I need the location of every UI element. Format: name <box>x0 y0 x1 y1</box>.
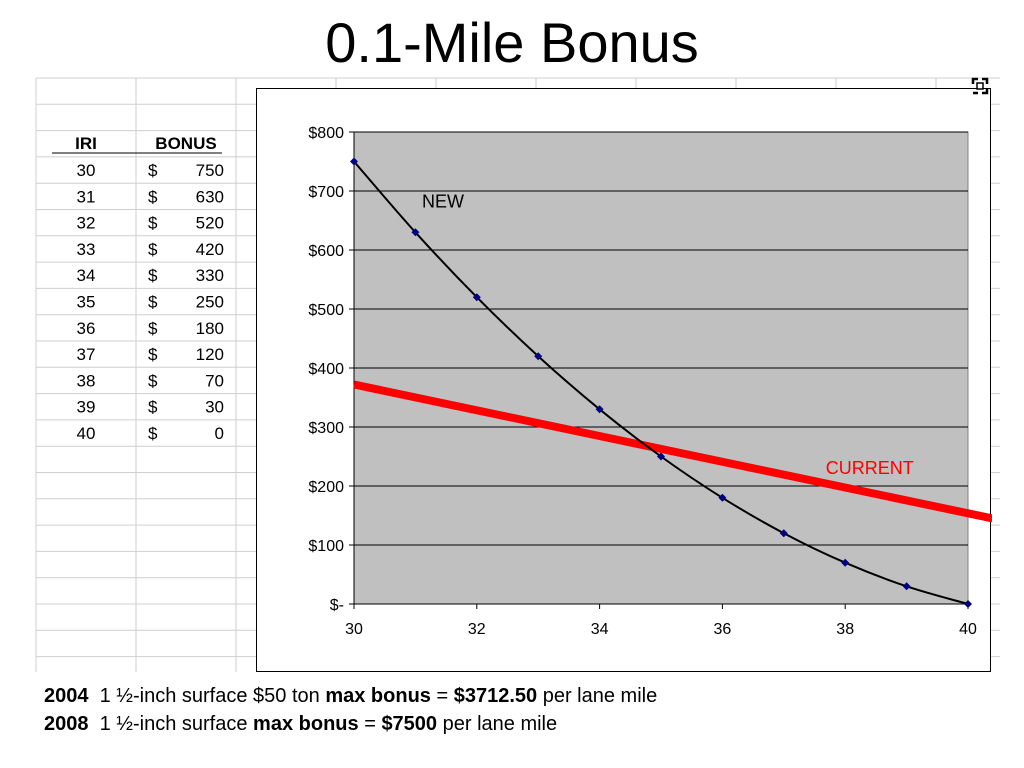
table-cell-iri: 32 <box>77 214 96 233</box>
table-cell-iri: 33 <box>77 240 96 259</box>
table-cell-bonus: 630 <box>196 187 224 206</box>
table-cell-currency: $ <box>148 161 158 180</box>
x-tick-label: 30 <box>345 621 363 638</box>
table-cell-currency: $ <box>148 371 158 390</box>
y-tick-label: $600 <box>308 243 344 260</box>
footer-bold: $7500 <box>381 713 438 735</box>
chart-object[interactable]: $- $100 $200 $300 $400 $500 $600 $700 $800 30 32 34… <box>256 88 992 672</box>
bonus-table: IRI BONUS 30 $750 31 $630 32 $520 33 $420 34 $330 35… <box>52 134 224 443</box>
table-cell-iri: 37 <box>77 345 96 364</box>
resize-handle-icon[interactable] <box>970 76 990 96</box>
table-cell-bonus: 250 <box>196 293 224 312</box>
footer-text: 1 ½-inch surface $50 ton <box>99 685 320 707</box>
table-cell-iri: 31 <box>77 187 96 206</box>
series-new-point <box>779 529 788 538</box>
y-tick-label: $300 <box>308 420 344 437</box>
series-new-point <box>718 493 727 502</box>
footer-year: 2008 <box>44 713 89 735</box>
footer-line-2008: 2008 1 ½-inch surface max bonus = $7500 … <box>44 710 1004 738</box>
table-cell-iri: 40 <box>77 424 96 443</box>
series-new-point <box>841 558 850 567</box>
table-cell-iri: 38 <box>77 371 96 390</box>
table-cell-bonus: 520 <box>196 214 224 233</box>
table-header-iri: IRI <box>75 134 97 153</box>
series-new-label: NEW <box>422 192 464 212</box>
table-cell-bonus: 420 <box>196 240 224 259</box>
table-cell-currency: $ <box>148 398 158 417</box>
series-new-point <box>534 352 543 361</box>
footer-year: 2004 <box>44 685 89 707</box>
footer-bold: $3712.50 <box>453 685 538 707</box>
table-cell-iri: 39 <box>77 398 96 417</box>
series-new-point <box>350 157 358 166</box>
table-cell-bonus: 120 <box>196 345 224 364</box>
footer-line-2004: 2004 1 ½-inch surface $50 ton max bonus … <box>44 682 1004 710</box>
footer-text: = <box>364 713 376 735</box>
x-tick-label: 34 <box>591 621 609 638</box>
y-tick-label: $200 <box>308 479 344 496</box>
table-cell-currency: $ <box>148 214 158 233</box>
table-cell-bonus: 330 <box>196 266 224 285</box>
series-new-point <box>472 293 481 302</box>
table-header-bonus: BONUS <box>155 134 216 153</box>
slide-title: 0.1-Mile Bonus <box>325 11 699 74</box>
x-tick-label: 32 <box>468 621 486 638</box>
table-cell-currency: $ <box>148 319 158 338</box>
series-current <box>353 380 992 523</box>
y-tick-label: $- <box>330 597 344 614</box>
footer-bold: max bonus <box>253 713 359 735</box>
table-cell-currency: $ <box>148 424 158 443</box>
table-cell-iri: 36 <box>77 319 96 338</box>
series-current-label: CURRENT <box>826 458 914 478</box>
table-cell-currency: $ <box>148 266 158 285</box>
table-cell-bonus: 750 <box>196 161 224 180</box>
series-new-point <box>595 405 604 414</box>
table-cell-currency: $ <box>148 187 158 206</box>
table-cell-currency: $ <box>148 240 158 259</box>
series-new-line <box>353 160 969 605</box>
footer-text: per lane mile <box>442 713 558 735</box>
footer-bold: max bonus <box>325 685 431 707</box>
x-tick-label: 36 <box>714 621 732 638</box>
footer-text: 1 ½-inch surface <box>99 713 248 735</box>
y-tick-label: $800 <box>308 125 344 142</box>
series-new-point <box>657 452 665 461</box>
y-tick-label: $400 <box>308 361 344 378</box>
table-cell-currency: $ <box>148 293 158 312</box>
x-tick-label: 40 <box>959 621 977 638</box>
table-cell-iri: 30 <box>77 161 96 180</box>
table-cell-iri: 35 <box>77 293 96 312</box>
table-cell-bonus: 0 <box>215 424 224 443</box>
footer-text: per lane mile <box>542 685 658 707</box>
y-tick-label: $500 <box>308 302 344 319</box>
table-cell-currency: $ <box>148 345 158 364</box>
y-tick-label: $700 <box>308 184 344 201</box>
table-cell-bonus: 30 <box>205 398 224 417</box>
footer-notes: 2004 1 ½-inch surface $50 ton max bonus … <box>44 682 1004 738</box>
bonus-chart: $- $100 $200 $300 $400 $500 $600 $700 $800 30 32 34… <box>308 125 992 638</box>
y-tick-label: $100 <box>308 538 344 555</box>
table-cell-iri: 34 <box>77 266 96 285</box>
series-current-line <box>353 380 992 523</box>
footer-text: = <box>436 685 449 707</box>
table-cell-bonus: 180 <box>196 319 224 338</box>
table-cell-bonus: 70 <box>205 371 224 390</box>
series-new-point <box>964 600 972 608</box>
series-new-point <box>902 582 911 591</box>
series-new-point <box>411 228 420 237</box>
x-tick-label: 38 <box>836 621 854 638</box>
